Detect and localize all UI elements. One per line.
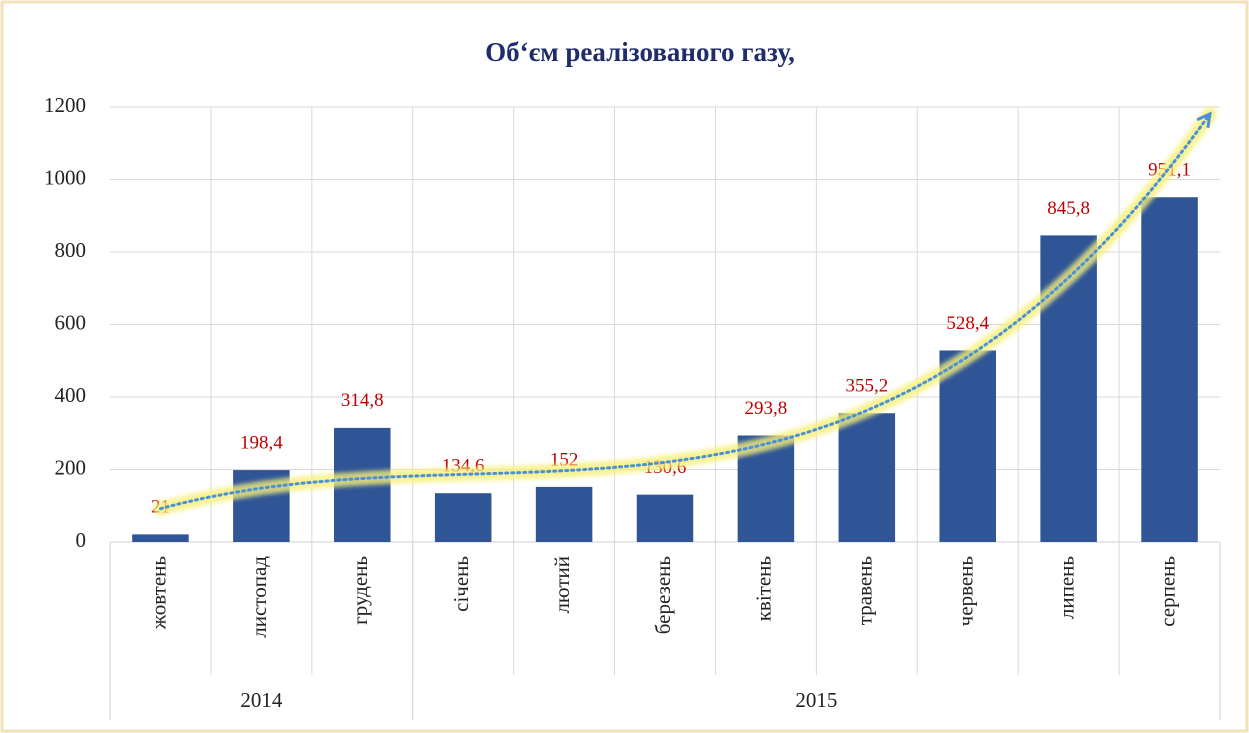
- x-tick-label: червень: [954, 556, 978, 626]
- x-tick-label: грудень: [348, 556, 372, 625]
- value-label: 293,8: [745, 398, 788, 419]
- x-tick-label: лютий: [550, 556, 574, 614]
- y-tick-label: 0: [76, 528, 87, 552]
- trend-arrowhead: [1196, 111, 1212, 129]
- value-label: 198,4: [240, 432, 283, 453]
- y-tick-label: 1000: [44, 165, 86, 189]
- x-tick-label: січень: [449, 556, 473, 612]
- x-tick-label: липень: [1054, 556, 1078, 619]
- x-tick-label: квітень: [752, 556, 776, 621]
- y-tick-label: 600: [55, 310, 87, 334]
- bar: [838, 413, 896, 542]
- y-tick-label: 200: [55, 455, 87, 479]
- group-label: 2014: [240, 688, 283, 712]
- value-label: 528,4: [946, 313, 989, 334]
- bar: [132, 534, 189, 542]
- bar: [434, 493, 492, 542]
- bar: [636, 494, 694, 542]
- bar: [535, 486, 593, 542]
- chart-title: Об‘єм реалізованого газу,: [485, 37, 795, 67]
- value-label: 845,8: [1047, 198, 1090, 219]
- value-label: 314,8: [341, 390, 384, 411]
- value-label: 355,2: [845, 376, 888, 397]
- x-tick-label: травень: [853, 556, 877, 625]
- y-tick-label: 1200: [44, 93, 86, 117]
- bar: [939, 350, 996, 542]
- x-tick-label: жовтень: [146, 556, 170, 630]
- y-tick-label: 800: [55, 238, 87, 262]
- x-tick-label: серпень: [1155, 556, 1179, 627]
- trendline: [159, 112, 1212, 511]
- y-tick-label: 400: [55, 383, 87, 407]
- group-label: 2015: [795, 688, 837, 712]
- bar: [1141, 197, 1198, 542]
- x-tick-label: березень: [651, 556, 675, 634]
- x-tick-label: листопад: [247, 556, 271, 638]
